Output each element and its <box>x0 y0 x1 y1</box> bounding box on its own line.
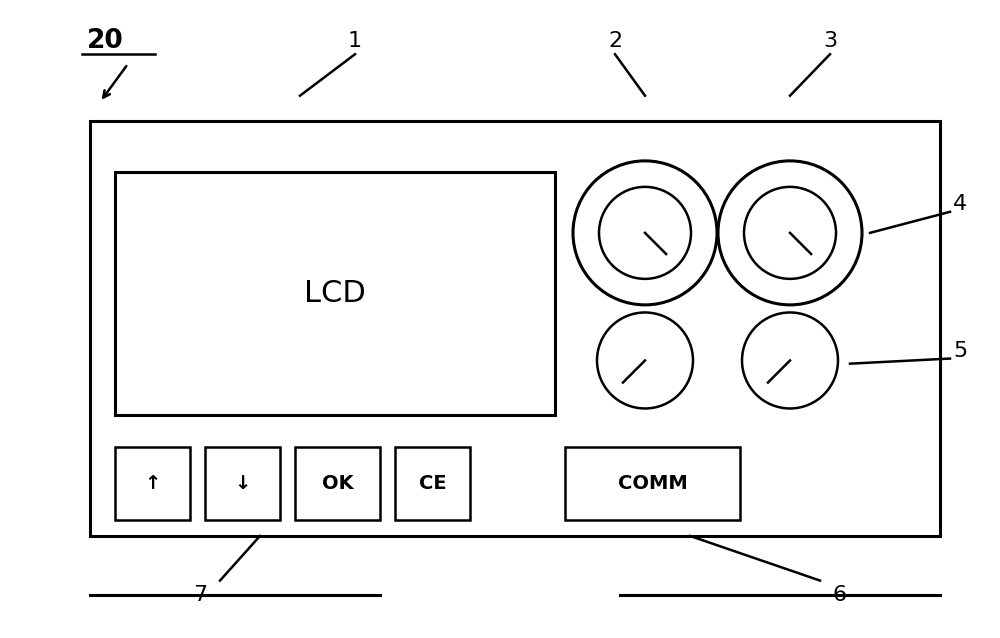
Text: COMM: COMM <box>618 474 687 493</box>
Text: ↑: ↑ <box>144 474 161 493</box>
Text: 3: 3 <box>823 31 837 52</box>
Circle shape <box>744 187 836 279</box>
Text: ↓: ↓ <box>234 474 251 493</box>
Text: 2: 2 <box>608 31 622 52</box>
Text: OK: OK <box>322 474 353 493</box>
Text: 7: 7 <box>193 584 207 605</box>
Bar <box>565 447 740 520</box>
Circle shape <box>718 161 862 305</box>
Bar <box>295 447 380 520</box>
Text: 5: 5 <box>953 341 967 361</box>
Text: 6: 6 <box>833 584 847 605</box>
Bar <box>115 447 190 520</box>
Circle shape <box>597 313 693 408</box>
Text: CE: CE <box>419 474 446 493</box>
Text: 1: 1 <box>348 31 362 52</box>
Circle shape <box>599 187 691 279</box>
Text: LCD: LCD <box>304 279 366 308</box>
Circle shape <box>742 313 838 408</box>
Bar <box>90 121 940 536</box>
Text: 4: 4 <box>953 194 967 214</box>
Bar <box>115 172 555 415</box>
Bar <box>395 447 470 520</box>
Bar <box>205 447 280 520</box>
Text: 20: 20 <box>87 29 123 54</box>
Circle shape <box>573 161 717 305</box>
